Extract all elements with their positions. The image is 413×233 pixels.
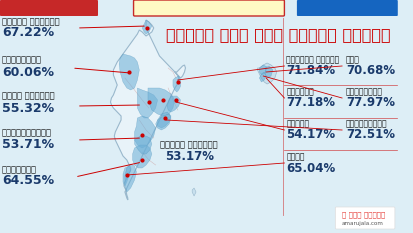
Polygon shape [134,116,155,148]
FancyBboxPatch shape [296,0,397,16]
Polygon shape [110,20,185,200]
Text: 77.97%: 77.97% [345,96,394,110]
Text: लोकसभा चुनाव: दूसरा चरण: लोकसभा चुनाव: दूसरा चरण [158,4,260,13]
Polygon shape [132,145,152,168]
Text: 67.22%: 67.22% [2,27,54,40]
Text: उत्तर प्रदेश: उत्तर प्रदेश [160,140,218,150]
Polygon shape [157,112,171,128]
Polygon shape [119,54,139,90]
Text: 71.84%: 71.84% [286,65,335,78]
Text: amarujala.com: amarujala.com [341,220,383,226]
Text: 65.04%: 65.04% [286,161,335,175]
Text: अ अमर उजाला: अ अमर उजाला [341,212,385,218]
Polygon shape [257,63,276,84]
Polygon shape [147,88,174,116]
Text: 88 सीटें: 88 सीटें [326,4,366,13]
Polygon shape [137,88,157,118]
Text: 55.32%: 55.32% [2,102,54,114]
Text: 70.68%: 70.68% [345,65,394,78]
Text: असम: असम [345,55,359,65]
Text: 77.18%: 77.18% [286,96,335,110]
Polygon shape [123,166,131,186]
Polygon shape [173,76,180,92]
Polygon shape [125,164,136,192]
Text: छत्तीसगढ़: छत्तीसगढ़ [345,120,387,129]
Polygon shape [142,20,152,34]
Polygon shape [134,136,152,154]
Text: 53.71%: 53.71% [2,137,54,151]
Text: 54.17%: 54.17% [286,129,335,141]
Text: त्रिपुरा: त्रिपुरा [345,88,382,96]
Text: महाराष्ट्र: महाराष्ट्र [2,129,52,137]
Polygon shape [265,66,272,78]
Text: 60.06%: 60.06% [2,65,54,79]
Polygon shape [192,188,195,196]
Text: केरल: केरल [286,153,304,161]
FancyBboxPatch shape [104,15,293,230]
FancyBboxPatch shape [0,0,98,16]
Text: 1202 उम्मीदवार: 1202 उम्मीदवार [13,4,84,13]
Polygon shape [259,65,266,75]
Text: दूसरे चरण में कितना मतदान: दूसरे चरण में कितना मतदान [166,27,390,42]
Text: मध्य प्रदेश: मध्य प्रदेश [2,92,55,100]
Text: मणिपुर: मणिपुर [286,88,313,96]
Text: कर्नाटक: कर्नाटक [2,165,37,175]
Text: जम्मू कश्मीर: जम्मू कश्मीर [2,17,59,27]
Polygon shape [259,72,266,82]
Text: पश्चिम बंगाल: पश्चिम बंगाल [286,55,339,65]
Polygon shape [155,114,171,130]
FancyBboxPatch shape [335,207,394,229]
Text: 72.51%: 72.51% [345,129,394,141]
Text: बिहार: बिहार [286,120,309,129]
Text: 64.55%: 64.55% [2,175,54,188]
Polygon shape [167,96,180,112]
Text: 53.17%: 53.17% [164,151,213,164]
Text: राजस्थान: राजस्थान [2,55,42,65]
FancyBboxPatch shape [133,0,284,16]
